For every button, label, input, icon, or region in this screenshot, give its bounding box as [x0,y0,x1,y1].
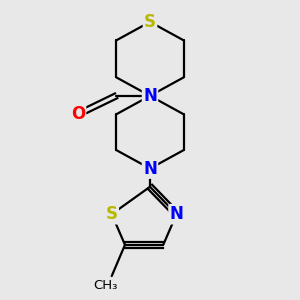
Text: N: N [143,87,157,105]
Text: CH₃: CH₃ [94,279,118,292]
Text: O: O [71,105,85,123]
Text: N: N [143,160,157,178]
Text: S: S [144,13,156,31]
Text: S: S [106,205,118,223]
Text: N: N [169,205,183,223]
